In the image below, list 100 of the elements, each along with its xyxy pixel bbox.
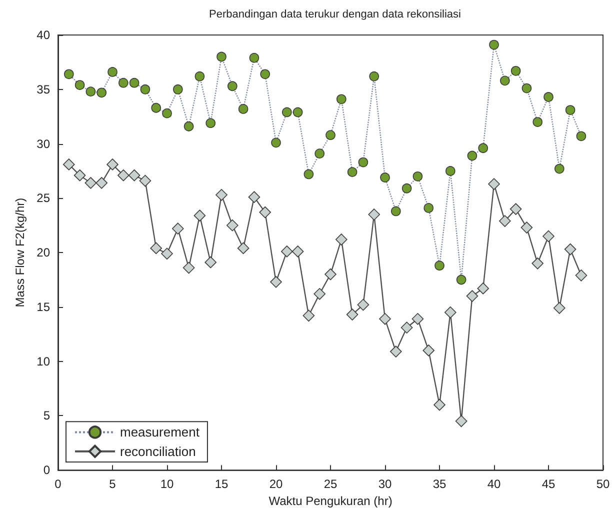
point <box>150 242 162 254</box>
legend-label: measurement <box>120 424 200 440</box>
point <box>380 172 390 182</box>
point <box>304 169 314 180</box>
point <box>422 344 434 356</box>
y-tick-label: 30 <box>36 136 50 151</box>
point <box>292 107 303 118</box>
point <box>302 310 315 322</box>
point <box>500 76 510 86</box>
point <box>96 88 106 98</box>
point <box>488 178 500 190</box>
x-tick-label: 30 <box>378 477 392 492</box>
point <box>226 219 238 232</box>
x-tick-label: 0 <box>54 477 62 492</box>
point <box>118 169 130 182</box>
point <box>140 84 150 94</box>
point <box>84 177 97 189</box>
point <box>478 143 488 154</box>
point <box>510 66 521 76</box>
point <box>151 102 161 113</box>
point <box>326 130 336 140</box>
point <box>271 138 281 148</box>
chart-title: Perbandingan data terukur dengan data rekonsiliasi <box>209 8 461 20</box>
point <box>194 71 205 82</box>
x-tick-label: 10 <box>160 477 174 492</box>
x-tick-label: 35 <box>432 477 446 492</box>
y-axis-title: Mass Flow F2(kg/hr) <box>12 198 27 308</box>
x-tick-label: 20 <box>269 477 283 492</box>
point <box>391 206 401 216</box>
point <box>357 298 370 311</box>
point <box>456 274 466 285</box>
point <box>575 269 588 282</box>
point <box>238 104 248 114</box>
point <box>324 268 336 280</box>
x-tick-label: 15 <box>214 477 228 492</box>
point <box>248 191 260 203</box>
point <box>270 276 282 288</box>
point <box>466 290 478 302</box>
y-tick-label: 25 <box>36 191 50 206</box>
point <box>292 246 304 258</box>
point <box>520 222 533 234</box>
point <box>162 108 172 118</box>
x-tick-label: 40 <box>487 477 501 492</box>
y-tick-label: 20 <box>36 246 50 260</box>
y-tick-label: 0 <box>43 463 50 478</box>
point <box>108 67 118 77</box>
point <box>554 164 564 174</box>
point <box>565 105 576 115</box>
point <box>542 230 554 242</box>
point <box>576 131 586 142</box>
point <box>532 117 542 127</box>
point <box>424 203 434 213</box>
point <box>402 183 412 194</box>
point <box>216 189 228 201</box>
point <box>281 246 293 258</box>
point <box>434 260 444 270</box>
point <box>63 158 75 170</box>
point <box>206 118 216 128</box>
point <box>499 215 511 227</box>
y-tick-label: 35 <box>36 82 50 96</box>
point <box>412 172 423 182</box>
point <box>172 222 184 235</box>
point <box>106 158 118 170</box>
point <box>86 86 96 96</box>
y-tick-label: 10 <box>36 354 50 368</box>
point <box>314 148 324 158</box>
point <box>64 69 74 80</box>
y-tick-label: 15 <box>36 300 50 314</box>
point <box>510 203 522 215</box>
point <box>139 174 152 187</box>
y-tick-label: 40 <box>36 28 50 42</box>
legend-label: reconciliation <box>120 444 196 459</box>
point <box>96 177 108 189</box>
point <box>489 40 499 50</box>
point <box>182 262 195 274</box>
point <box>74 80 85 90</box>
x-tick-label: 25 <box>324 477 338 492</box>
y-tick-label: 5 <box>43 408 50 423</box>
point <box>434 398 446 411</box>
point <box>173 84 183 94</box>
x-axis-title: Waktu Pengukuran (hr) <box>268 494 392 508</box>
x-tick-label: 45 <box>542 477 556 492</box>
point <box>467 150 478 161</box>
point <box>204 256 216 268</box>
point <box>228 81 238 92</box>
point <box>237 242 250 254</box>
point <box>368 208 380 220</box>
point <box>194 210 206 222</box>
point <box>161 248 173 260</box>
point <box>216 52 226 62</box>
point <box>336 234 348 246</box>
point <box>446 166 456 176</box>
point <box>249 52 260 63</box>
x-tick-label: 5 <box>109 477 116 492</box>
point <box>444 306 456 318</box>
point <box>282 107 292 118</box>
point <box>379 313 391 325</box>
point <box>74 169 86 182</box>
point <box>128 169 140 182</box>
point <box>400 322 413 334</box>
